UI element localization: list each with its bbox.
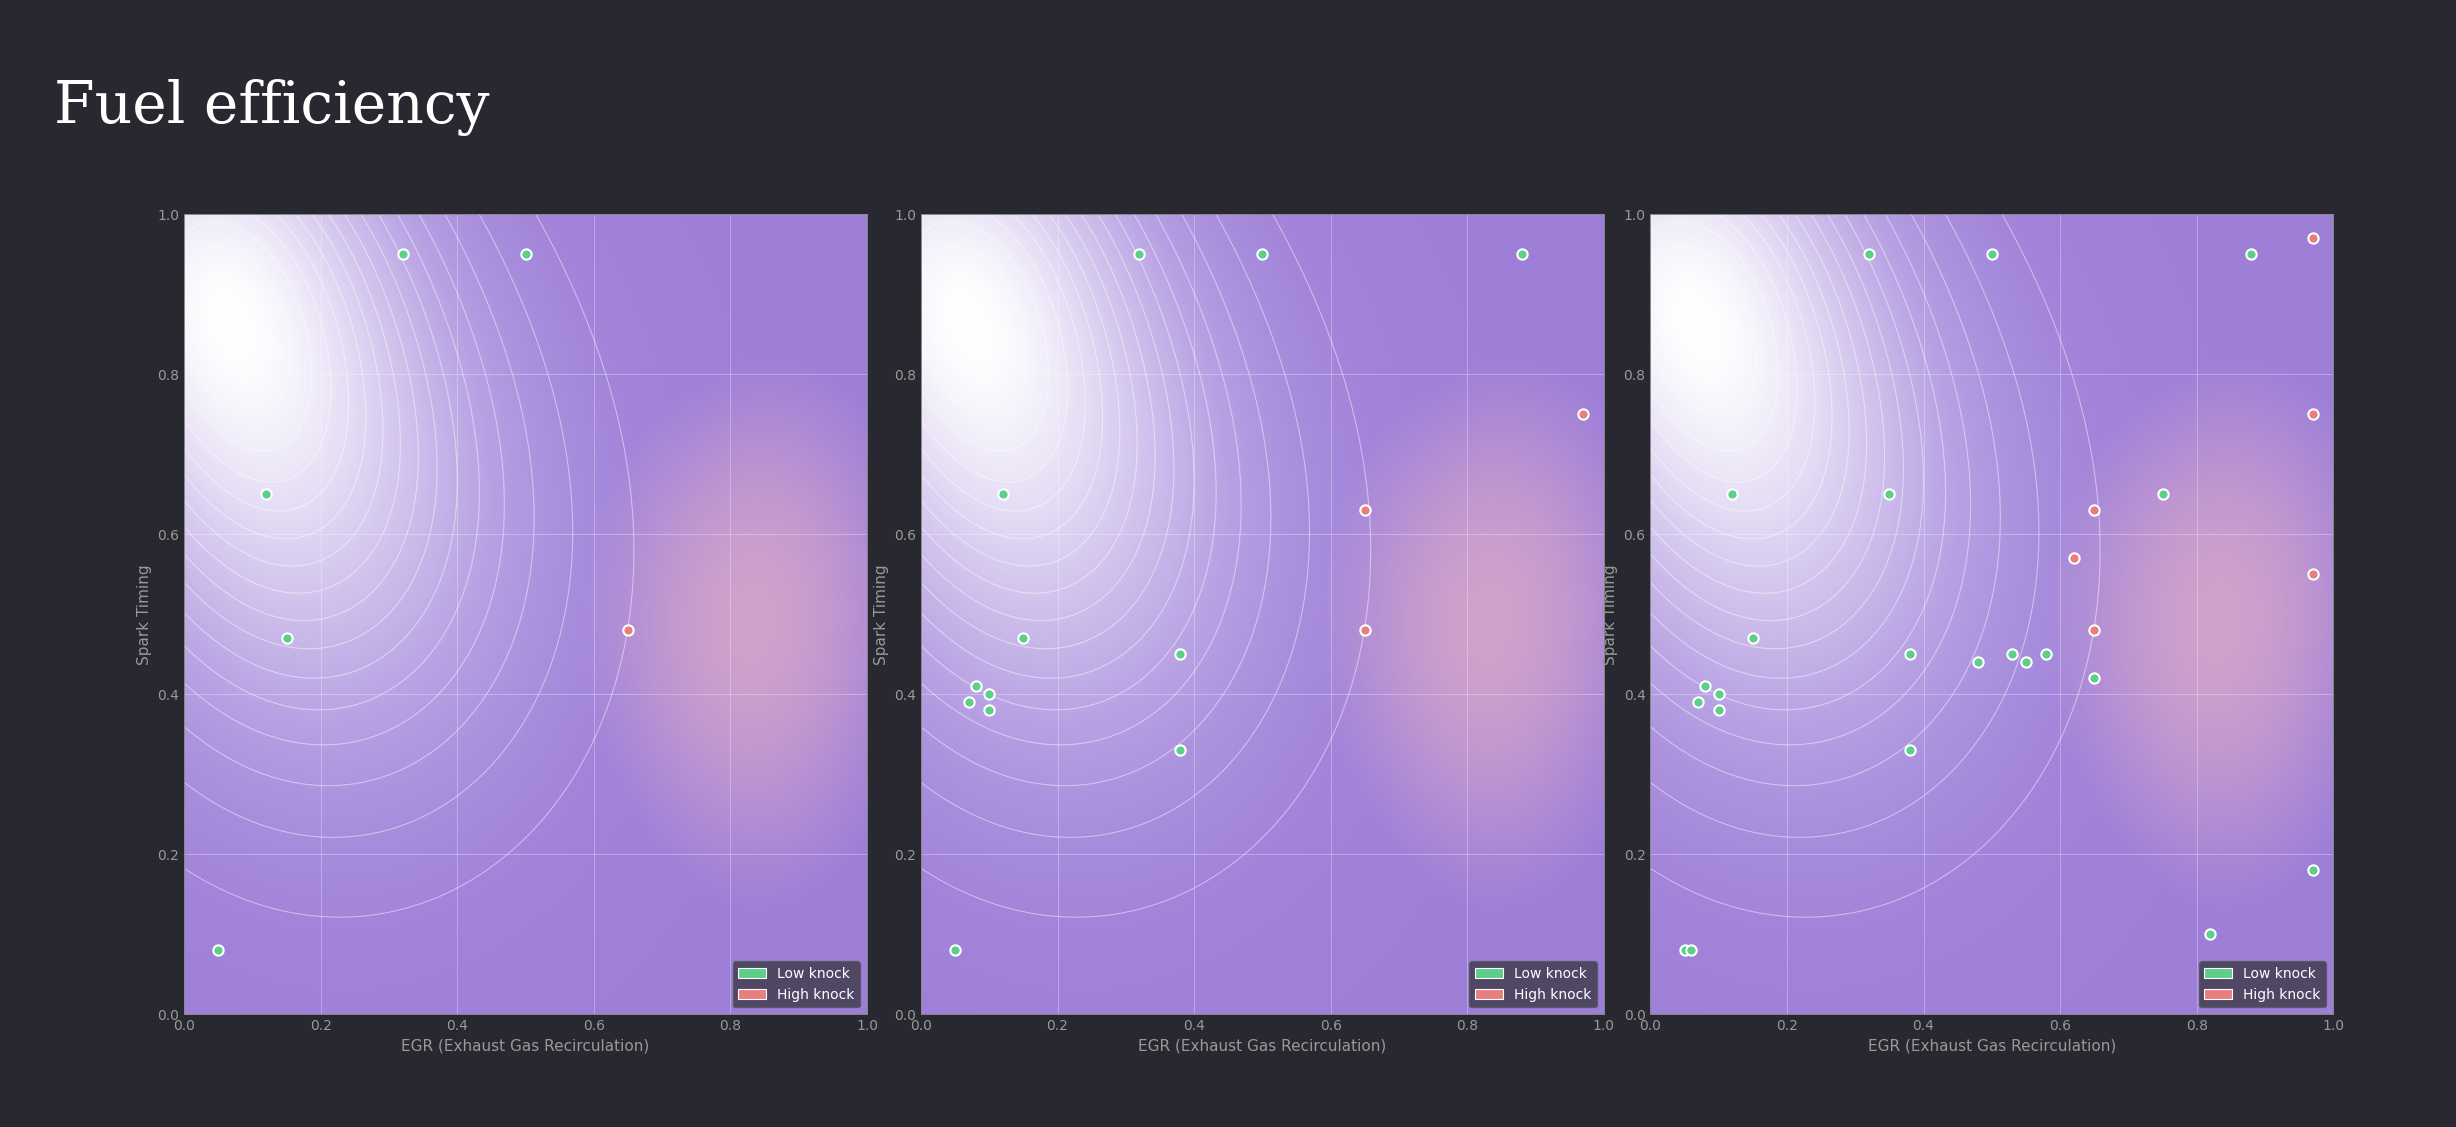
Point: [1243, 246, 1282, 264]
Point: [383, 246, 422, 264]
Point: [1665, 941, 1704, 959]
Point: [1972, 246, 2011, 264]
Point: [1346, 621, 1385, 639]
Point: [1700, 701, 1739, 719]
Point: [1712, 485, 1751, 503]
Legend: Low knock, High knock: Low knock, High knock: [2198, 961, 2326, 1008]
Point: [2233, 246, 2272, 264]
Point: [1564, 406, 1604, 424]
Y-axis label: Spark Timing: Spark Timing: [1604, 564, 1619, 665]
Point: [1120, 246, 1159, 264]
Point: [1162, 645, 1201, 663]
Legend: Low knock, High knock: Low knock, High knock: [1469, 961, 1596, 1008]
Y-axis label: Spark Timing: Spark Timing: [138, 564, 152, 665]
Point: [2026, 645, 2065, 663]
Point: [948, 693, 987, 711]
Point: [2053, 549, 2093, 567]
Point: [2294, 229, 2333, 247]
Point: [1992, 645, 2031, 663]
Point: [2075, 621, 2115, 639]
Point: [2144, 485, 2183, 503]
X-axis label: EGR (Exhaust Gas Recirculation): EGR (Exhaust Gas Recirculation): [1137, 1039, 1388, 1054]
Point: [1700, 685, 1739, 703]
Point: [1346, 502, 1385, 520]
Point: [2294, 406, 2333, 424]
Point: [2294, 861, 2333, 879]
Point: [936, 941, 975, 959]
Point: [268, 629, 307, 647]
Point: [1891, 645, 1930, 663]
Point: [1849, 246, 1889, 264]
Point: [1162, 742, 1201, 760]
Point: [1734, 629, 1773, 647]
Point: [955, 677, 995, 695]
Point: [246, 485, 285, 503]
Point: [2191, 925, 2230, 943]
Text: Fuel efficiency: Fuel efficiency: [54, 79, 489, 136]
Point: [1677, 693, 1717, 711]
Point: [2294, 566, 2333, 584]
Point: [1503, 246, 1542, 264]
Legend: Low knock, High knock: Low knock, High knock: [732, 961, 860, 1008]
Point: [1957, 654, 1997, 672]
Point: [609, 621, 648, 639]
Point: [2007, 654, 2046, 672]
Point: [2075, 502, 2115, 520]
X-axis label: EGR (Exhaust Gas Recirculation): EGR (Exhaust Gas Recirculation): [400, 1039, 651, 1054]
Point: [970, 701, 1009, 719]
Point: [1005, 629, 1044, 647]
Point: [506, 246, 545, 264]
Point: [1673, 941, 1712, 959]
X-axis label: EGR (Exhaust Gas Recirculation): EGR (Exhaust Gas Recirculation): [1867, 1039, 2117, 1054]
Point: [2075, 669, 2115, 687]
Point: [982, 485, 1022, 503]
Y-axis label: Spark Timing: Spark Timing: [874, 564, 889, 665]
Point: [1891, 742, 1930, 760]
Point: [1869, 485, 1908, 503]
Point: [970, 685, 1009, 703]
Point: [199, 941, 238, 959]
Point: [1685, 677, 1724, 695]
